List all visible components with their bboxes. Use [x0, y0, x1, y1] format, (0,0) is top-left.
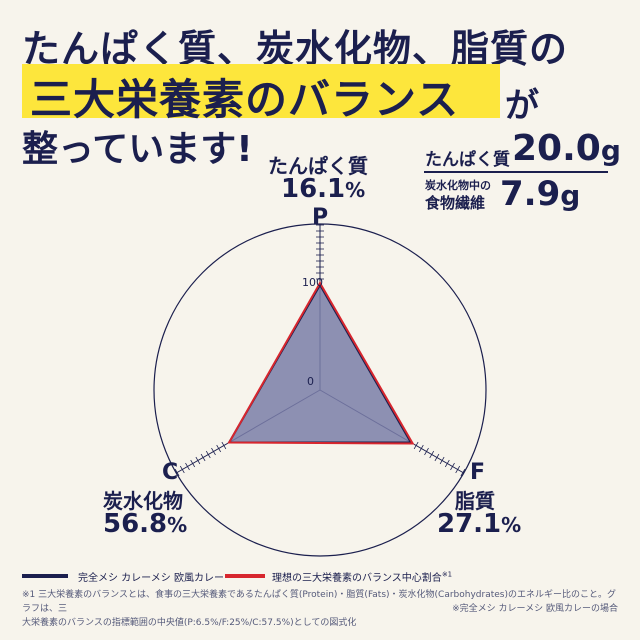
footnote-1-line2: 大栄養素のバランスの指標範囲の中央値(P:6.5%/F:25%/C:57.5%)… [22, 618, 357, 628]
fiber-label-line1: 炭水化物中の [425, 179, 491, 192]
axis-p-percent: 16.1% [281, 174, 365, 204]
protein-label: たんぱく質 [425, 150, 510, 170]
radar-tick [413, 441, 419, 450]
radar-tick [205, 450, 211, 459]
stats-divider [424, 171, 608, 173]
axis-f-percent: 27.1% [437, 509, 521, 539]
legend-ideal-label: 理想の三大栄養素のバランス中心割合※1 [272, 569, 452, 584]
radar-tick [424, 447, 429, 456]
axis-c-unit: % [167, 513, 188, 537]
axis-c-name: 炭水化物 [103, 489, 183, 513]
axis-f-letter: F [470, 460, 486, 485]
radar-tick [444, 459, 450, 468]
headline-line2: 三大栄養素のバランス [30, 75, 460, 124]
radar-tick [434, 453, 440, 462]
radar-tick [221, 441, 227, 450]
axis-c-letter: C [162, 460, 179, 485]
headline-line2-suffix: が [505, 86, 539, 126]
axis-p-unit: % [345, 178, 366, 202]
radar-tick [200, 453, 206, 462]
fiber-unit: g [560, 179, 581, 212]
tick-label-0: 0 [307, 375, 314, 388]
axis-c-value: 56.8 [103, 509, 168, 539]
footnote-2: ※完全メシ カレーメシ 欧風カレーの場合 [452, 604, 618, 614]
radar-tick [455, 465, 461, 474]
axis-f-value: 27.1 [437, 509, 502, 539]
axis-p-name: たんぱく質 [268, 154, 368, 178]
legend-ideal-swatch [225, 574, 265, 578]
fiber-value: 7.9g [500, 174, 580, 214]
radar-tick [195, 456, 201, 465]
protein-unit: g [600, 134, 621, 167]
radar-tick [429, 450, 435, 459]
axis-f-name: 脂質 [455, 489, 495, 513]
axis-p-value: 16.1 [281, 174, 346, 204]
legend-ideal-text: 理想の三大栄養素のバランス中心割合 [272, 573, 442, 584]
radar-tick [185, 462, 190, 471]
radar-tick [211, 447, 216, 456]
headline-line3: 整っています! [22, 129, 253, 170]
headline-highlight [22, 64, 500, 118]
legend-product-label: 完全メシ カレーメシ 欧風カレー [78, 573, 224, 584]
protein-number: 20.0 [512, 128, 601, 169]
footnote-1: ※1 三大栄養素のバランスとは、食事の三大栄養素であるたんぱく質(Protein… [22, 588, 622, 630]
footnote-1-line1: ※1 三大栄養素のバランスとは、食事の三大栄養素であるたんぱく質(Protein… [22, 590, 616, 614]
axis-c-percent: 56.8% [103, 509, 187, 539]
protein-value: 20.0g [512, 128, 621, 169]
radar-tick [418, 444, 424, 453]
radar-tick [439, 456, 445, 465]
fiber-label-line2: 食物繊維 [425, 194, 486, 212]
radar-tick [174, 468, 180, 477]
axis-f-unit: % [501, 513, 522, 537]
series-product-polygon [227, 282, 413, 444]
radar-tick [450, 462, 455, 471]
radar-tick [460, 468, 466, 477]
series-ideal-polygon [227, 280, 415, 445]
radar-tick [179, 465, 185, 474]
legend-product-swatch [22, 574, 68, 578]
legend-ideal-note: ※1 [441, 570, 453, 579]
tick-label-100: 100 [302, 276, 323, 289]
fiber-number: 7.9 [500, 174, 561, 214]
radar-tick [216, 444, 222, 453]
radar-tick [190, 459, 196, 468]
headline-line1: たんぱく質、炭水化物、脂質の [22, 27, 569, 71]
